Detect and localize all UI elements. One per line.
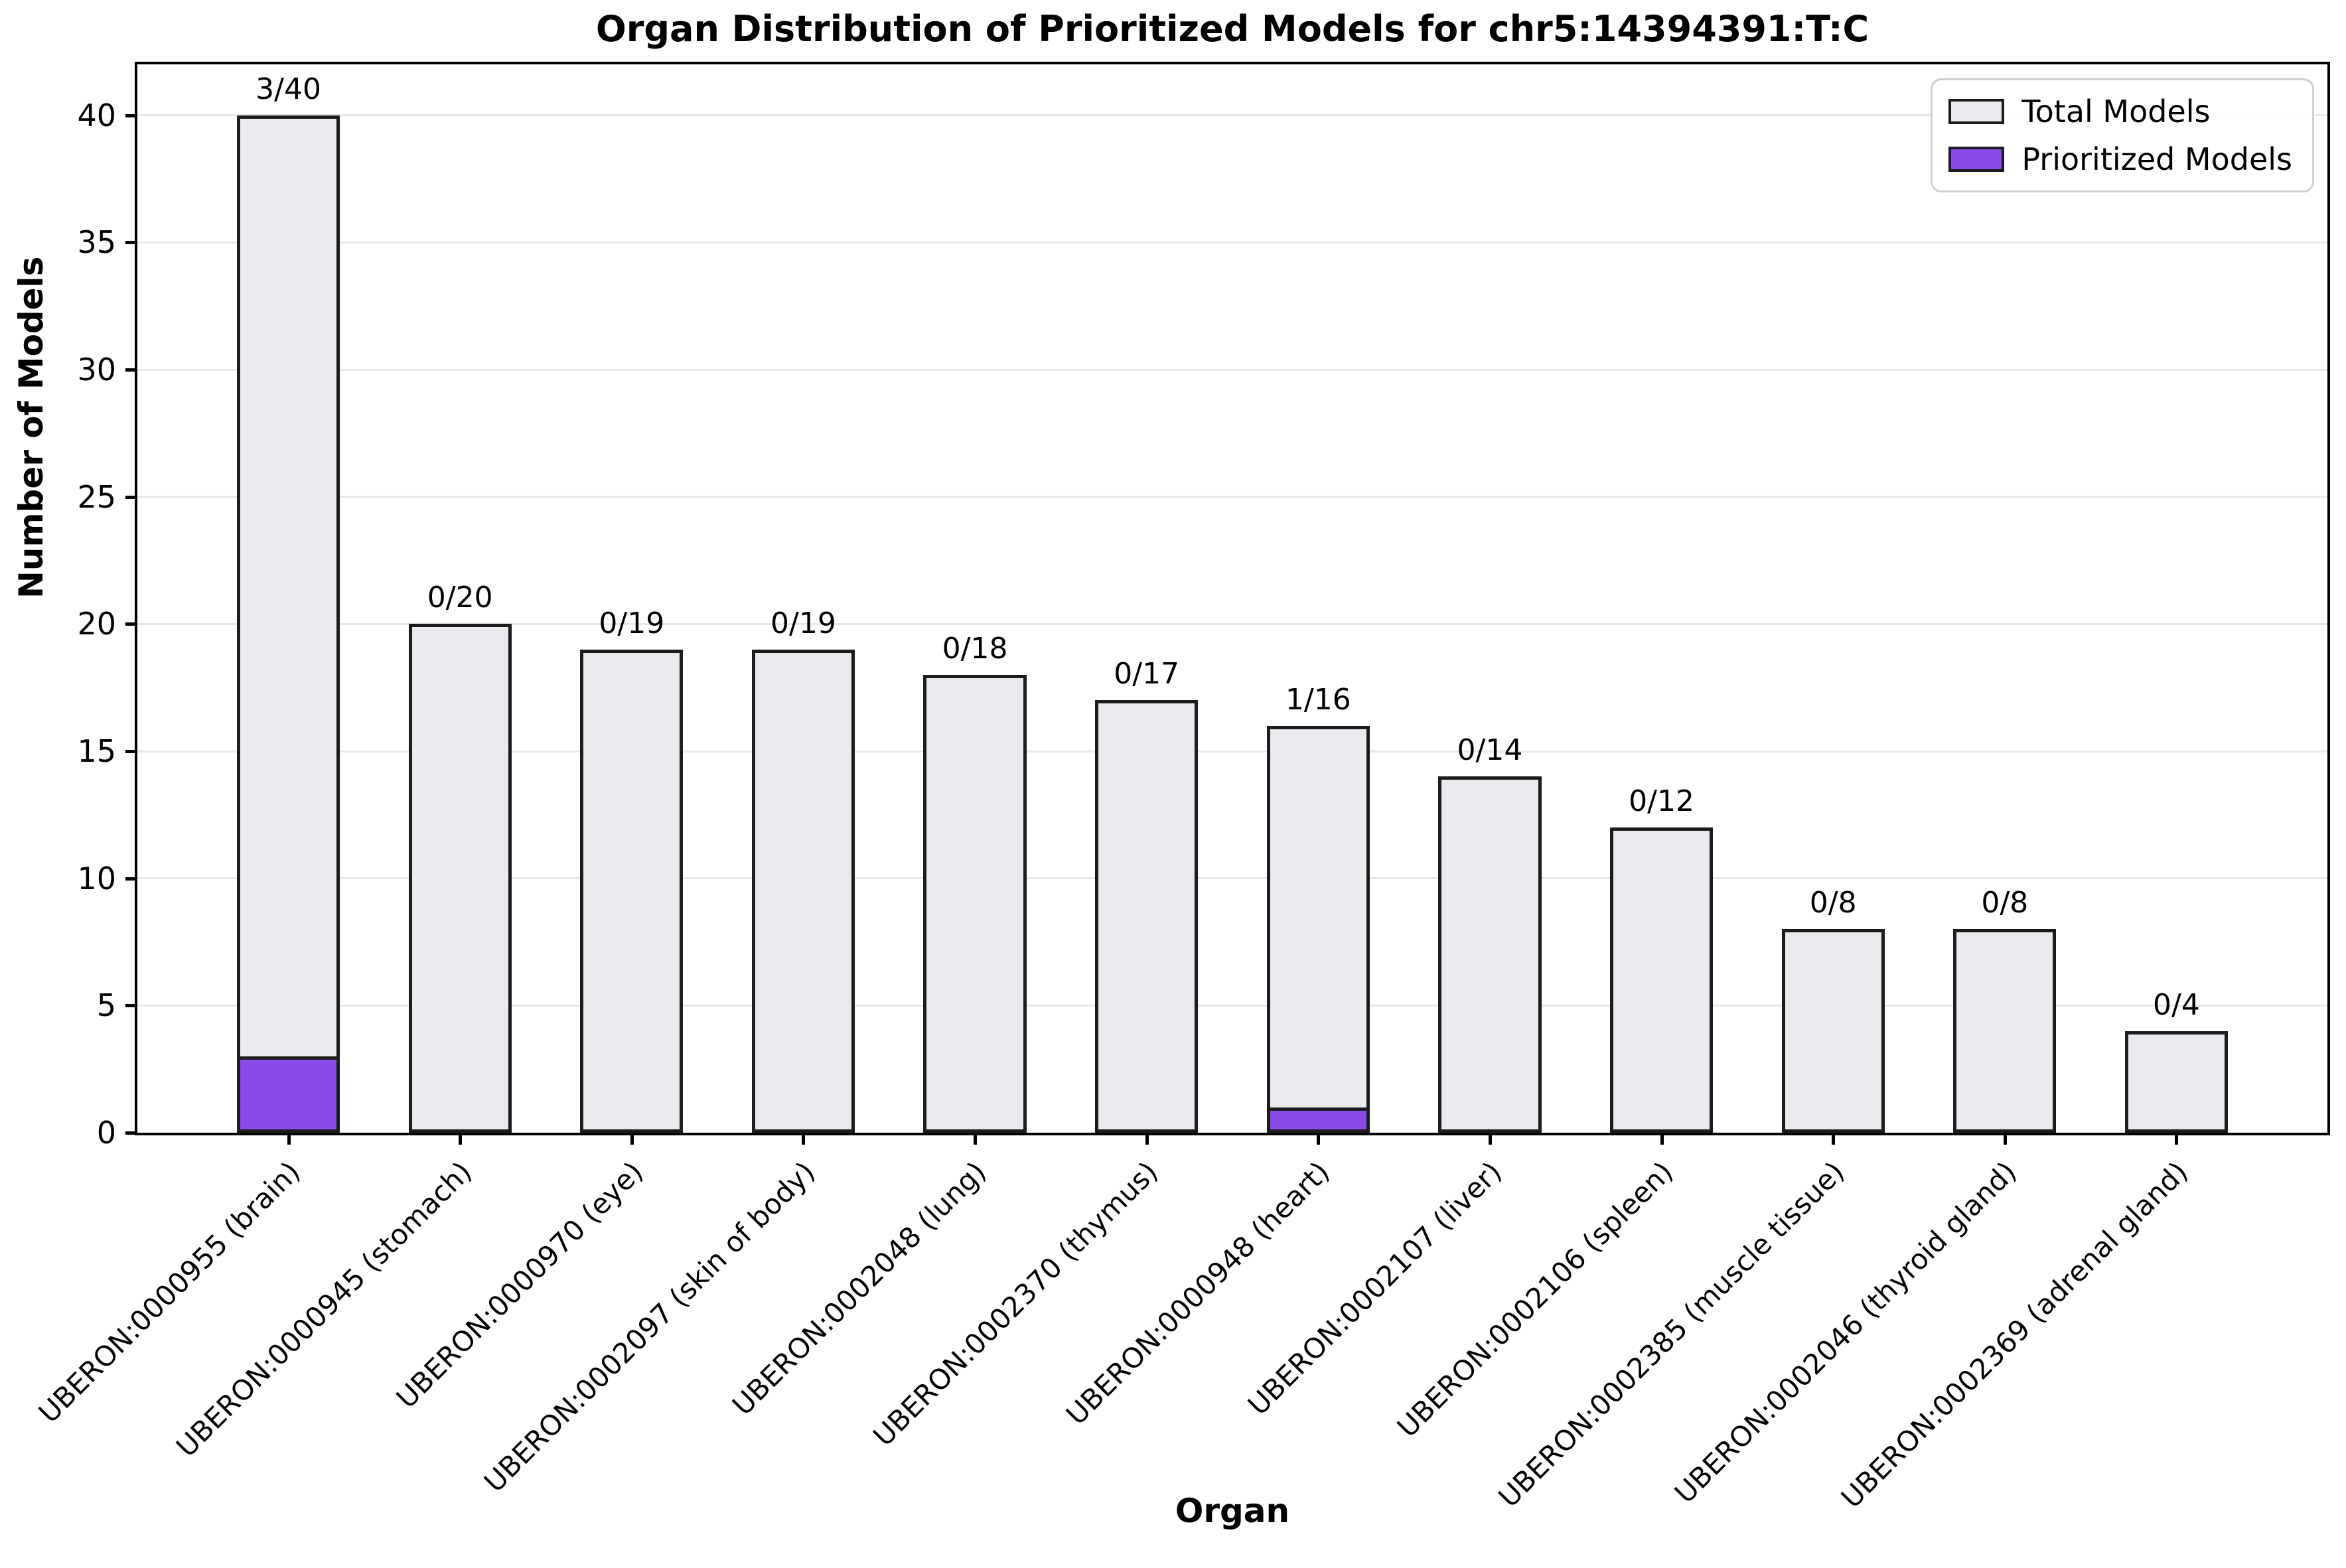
gridline <box>137 496 2327 498</box>
gridline <box>137 750 2327 752</box>
x-tick <box>802 1133 806 1145</box>
bar-total <box>580 649 684 1133</box>
x-tick <box>1660 1133 1664 1145</box>
y-tick <box>125 750 137 753</box>
legend-item: Prioritized Models <box>1948 141 2292 177</box>
y-tick <box>125 1131 137 1135</box>
y-tick-label: 20 <box>77 606 116 642</box>
plot-area: 0 5 10 15 20 25 30 35 40 3/40 UBERON:0000955 (brai… <box>32 62 2330 1514</box>
x-tick <box>1145 1133 1149 1145</box>
x-tick <box>459 1133 463 1145</box>
bar-value-label: 0/17 <box>1114 657 1180 691</box>
x-tick-label: UBERON:0002106 (spleen) <box>1390 1155 1680 1444</box>
x-tick <box>630 1133 634 1145</box>
bar-value-label: 0/20 <box>427 581 493 615</box>
legend-swatch-prioritized-models <box>1948 147 2005 172</box>
gridline <box>137 241 2327 244</box>
x-tick <box>2003 1133 2007 1145</box>
legend-item: Total Models <box>1948 94 2292 129</box>
gridline <box>137 114 2327 117</box>
y-axis-label: Number of Models <box>12 256 50 599</box>
x-tick <box>1832 1133 1836 1145</box>
x-tick-label: UBERON:0002385 (muscle tissue) <box>1492 1155 1851 1514</box>
x-tick <box>1317 1133 1321 1145</box>
bar-total <box>1953 929 2057 1133</box>
bar-value-label: 0/12 <box>1629 784 1694 818</box>
bar-total <box>237 115 340 1133</box>
bar-total <box>2124 1031 2228 1133</box>
y-tick-label: 0 <box>96 1115 116 1151</box>
bar-total <box>1781 929 1885 1133</box>
x-tick-label: UBERON:0002046 (thyroid gland) <box>1668 1155 2023 1510</box>
bar-total <box>1438 776 1542 1133</box>
bar-value-label: 0/19 <box>770 606 836 640</box>
legend: Total Models Prioritized Models <box>1931 78 2314 192</box>
x-tick-label: UBERON:0002097 (skin of body) <box>477 1155 822 1499</box>
bar-value-label: 0/18 <box>942 632 1008 666</box>
bar-value-label: 0/8 <box>1809 886 1857 920</box>
y-tick <box>125 1004 137 1008</box>
bar-value-label: 1/16 <box>1285 682 1351 717</box>
gridline <box>137 368 2327 371</box>
bar-value-label: 0/19 <box>599 606 665 640</box>
gridline <box>137 877 2327 880</box>
x-tick <box>2175 1133 2179 1145</box>
legend-label: Total Models <box>2021 94 2211 129</box>
bar-total <box>408 624 512 1133</box>
y-tick <box>125 241 137 245</box>
y-tick <box>125 622 137 626</box>
x-tick <box>1488 1133 1492 1145</box>
y-tick-label: 35 <box>77 224 116 261</box>
bar-total <box>1095 700 1199 1133</box>
bar-total <box>751 649 855 1133</box>
bar-prioritized <box>1266 1107 1370 1133</box>
bar-value-label: 0/8 <box>1981 886 2029 920</box>
bar-value-label: 0/14 <box>1457 733 1523 768</box>
y-tick-label: 10 <box>77 860 116 896</box>
x-tick-label: UBERON:0002370 (thymus) <box>867 1155 1165 1453</box>
x-tick-label: UBERON:0002369 (adrenal gland) <box>1834 1155 2195 1515</box>
x-tick <box>974 1133 978 1145</box>
chart-title: Organ Distribution of Prioritized Models… <box>595 8 1869 50</box>
y-tick-label: 40 <box>77 97 116 133</box>
x-tick <box>287 1133 291 1145</box>
bar-prioritized <box>237 1056 340 1133</box>
x-axis-label: Organ <box>1175 1492 1290 1530</box>
x-tick-label: UBERON:0000945 (stomach) <box>169 1155 478 1464</box>
y-tick-label: 15 <box>77 733 116 769</box>
y-tick-label: 30 <box>77 352 116 388</box>
y-tick <box>125 495 137 499</box>
y-tick-label: 5 <box>96 987 116 1024</box>
bar-value-label: 0/4 <box>2153 987 2200 1022</box>
bar-total <box>1266 725 1370 1133</box>
legend-label: Prioritized Models <box>2021 141 2292 177</box>
y-tick-label: 25 <box>77 478 116 515</box>
gridline <box>137 622 2327 625</box>
gridline <box>137 1004 2327 1007</box>
y-tick <box>125 877 137 881</box>
y-tick <box>125 113 137 117</box>
bar-value-label: 3/40 <box>256 72 321 106</box>
bar-total <box>1609 827 1714 1133</box>
y-tick <box>125 368 137 372</box>
legend-swatch-total-models <box>1948 99 2005 124</box>
bar-total <box>923 675 1027 1133</box>
